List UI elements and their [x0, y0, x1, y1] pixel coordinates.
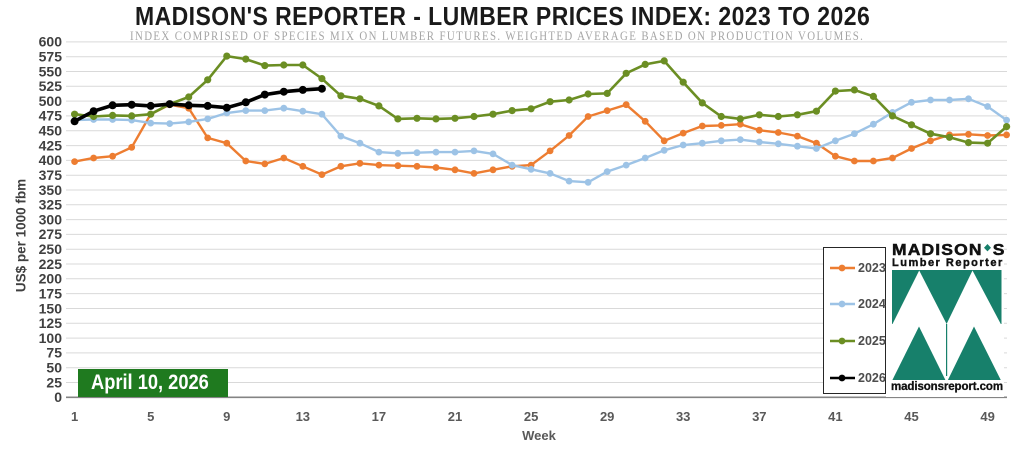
svg-text:1: 1 [71, 409, 78, 424]
svg-text:29: 29 [600, 409, 614, 424]
svg-text:425: 425 [39, 137, 63, 153]
svg-text:475: 475 [39, 108, 63, 124]
svg-text:41: 41 [828, 409, 842, 424]
svg-text:9: 9 [223, 409, 230, 424]
svg-text:0: 0 [54, 389, 62, 405]
svg-text:25: 25 [46, 374, 62, 390]
svg-text:175: 175 [39, 285, 63, 301]
svg-text:25: 25 [524, 409, 538, 424]
svg-text:575: 575 [39, 49, 63, 65]
svg-text:200: 200 [39, 271, 63, 287]
svg-text:525: 525 [39, 78, 63, 94]
svg-text:21: 21 [448, 409, 462, 424]
svg-text:400: 400 [39, 152, 63, 168]
svg-text:150: 150 [39, 300, 63, 316]
svg-text:500: 500 [39, 93, 63, 109]
svg-text:13: 13 [296, 409, 310, 424]
svg-text:Week: Week [522, 428, 556, 443]
svg-text:17: 17 [372, 409, 386, 424]
svg-text:125: 125 [39, 315, 63, 331]
svg-text:225: 225 [39, 256, 63, 272]
svg-text:375: 375 [39, 167, 63, 183]
svg-text:550: 550 [39, 63, 63, 79]
svg-text:350: 350 [39, 182, 63, 198]
svg-text:450: 450 [39, 123, 63, 139]
svg-text:275: 275 [39, 226, 63, 242]
svg-text:600: 600 [39, 34, 63, 50]
svg-text:50: 50 [46, 360, 62, 376]
svg-text:33: 33 [676, 409, 690, 424]
svg-text:250: 250 [39, 241, 63, 257]
svg-text:75: 75 [46, 345, 62, 361]
svg-text:49: 49 [980, 409, 994, 424]
svg-text:45: 45 [904, 409, 918, 424]
svg-text:325: 325 [39, 197, 63, 213]
svg-text:37: 37 [752, 409, 766, 424]
svg-text:5: 5 [147, 409, 154, 424]
svg-text:100: 100 [39, 330, 63, 346]
svg-text:300: 300 [39, 211, 63, 227]
